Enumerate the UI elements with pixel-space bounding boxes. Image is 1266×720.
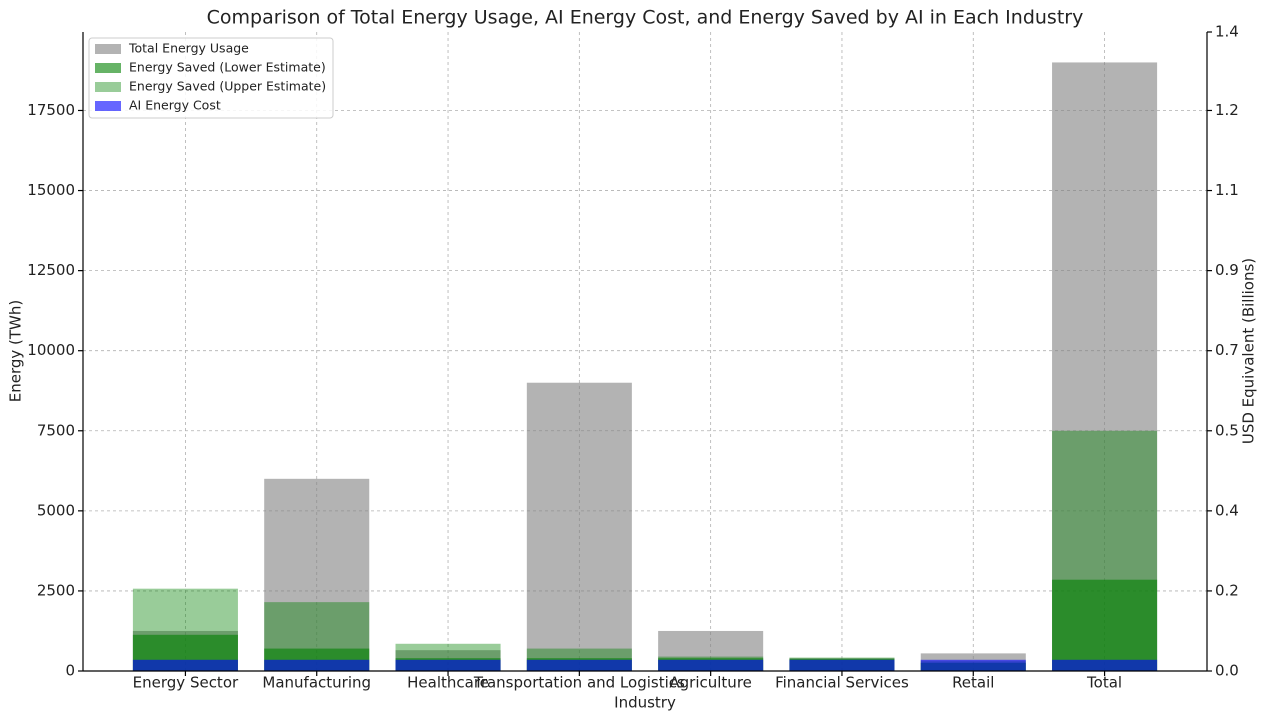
y2-axis-label: USD Equivalent (Billions) xyxy=(1240,258,1258,444)
bar xyxy=(526,659,632,671)
y2-tick-label: 0.2 xyxy=(1215,581,1239,599)
bar xyxy=(264,478,370,671)
y-tick-label: 7500 xyxy=(37,421,75,439)
chart-title: Comparison of Total Energy Usage, AI Ene… xyxy=(207,7,1084,29)
bar xyxy=(920,659,1026,671)
y-tick-label: 2500 xyxy=(37,581,75,599)
x-tick-label: Agriculture xyxy=(669,674,752,692)
legend-label: Energy Saved (Lower Estimate) xyxy=(129,60,326,75)
y2-tick-label: 0.5 xyxy=(1215,421,1239,439)
y-tick-label: 10000 xyxy=(27,341,75,359)
y-tick-label: 12500 xyxy=(27,261,75,279)
bar xyxy=(658,659,764,671)
x-tick-label: Total xyxy=(1086,674,1122,692)
y2-tick-label: 1.2 xyxy=(1215,101,1239,119)
y-tick-label: 5000 xyxy=(37,501,75,519)
x-tick-label: Healthcare xyxy=(407,674,489,692)
y2-tick-label: 0.7 xyxy=(1215,341,1239,359)
legend-label: AI Energy Cost xyxy=(129,98,221,113)
y-tick-label: 15000 xyxy=(27,181,75,199)
bar xyxy=(132,659,238,671)
bar xyxy=(1052,62,1158,671)
x-tick-label: Financial Services xyxy=(775,674,909,692)
bar xyxy=(264,602,370,671)
y2-tick-label: 0.4 xyxy=(1215,501,1239,519)
legend-label: Energy Saved (Upper Estimate) xyxy=(129,79,326,94)
x-axis-label: Industry xyxy=(614,694,676,712)
x-tick-label: Transportation and Logistics xyxy=(473,674,685,692)
bar xyxy=(1052,579,1158,671)
bar xyxy=(526,382,632,671)
bar xyxy=(789,659,895,671)
legend-swatch xyxy=(95,82,121,92)
legend: Total Energy Usage Energy Saved (Lower Es… xyxy=(88,37,334,119)
bar xyxy=(132,588,238,671)
legend-swatch xyxy=(95,44,121,54)
y2-tick-label: 0.0 xyxy=(1215,662,1239,680)
x-tick-label: Manufacturing xyxy=(262,674,371,692)
y-tick-label: 0 xyxy=(65,662,75,680)
bar xyxy=(1052,659,1158,671)
legend-swatch xyxy=(95,101,121,111)
y2-tick-label: 1.4 xyxy=(1215,23,1239,41)
legend-label: Total Energy Usage xyxy=(128,41,249,56)
y2-tick-label: 1.1 xyxy=(1215,181,1239,199)
x-tick-label: Energy Sector xyxy=(133,674,239,692)
x-tick-label: Retail xyxy=(952,674,994,692)
legend-box xyxy=(88,37,334,119)
y-axis-label: Energy (TWh) xyxy=(7,300,25,403)
bar xyxy=(264,659,370,671)
y-tick-label: 17500 xyxy=(27,101,75,119)
legend-swatch xyxy=(95,63,121,73)
y2-tick-label: 0.9 xyxy=(1215,261,1239,279)
bar xyxy=(395,659,501,671)
bar xyxy=(1052,430,1158,671)
